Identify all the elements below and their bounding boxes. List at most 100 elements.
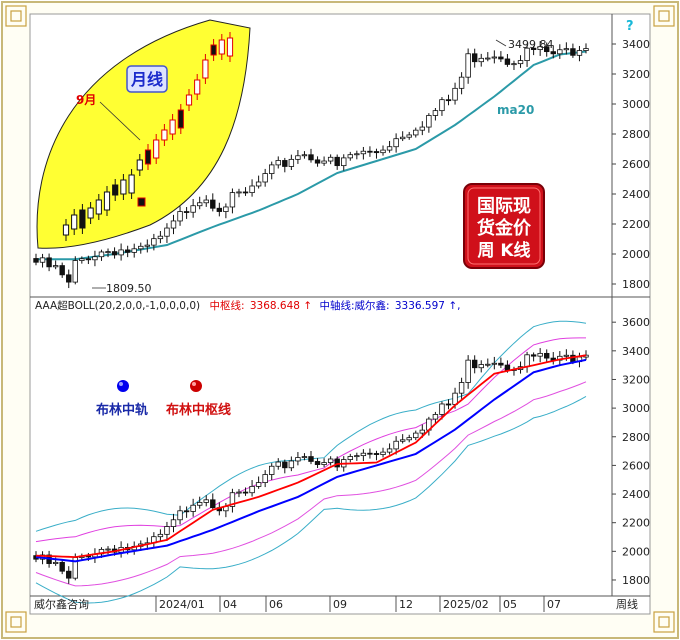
boll-candle	[419, 429, 426, 434]
weekly-candle	[236, 191, 242, 194]
weekly-candle	[341, 157, 347, 167]
lower-axis-tick-label: 3200	[622, 373, 650, 386]
inset-candle	[112, 184, 119, 196]
boll-candle	[52, 561, 59, 564]
boll-candle	[386, 448, 393, 453]
inset-candle	[144, 149, 152, 165]
mid-pivot-line	[35, 354, 587, 559]
time-tick-label: 07	[547, 598, 561, 611]
weekly-candle	[399, 136, 406, 140]
stamp-line-1: 国际现	[477, 196, 531, 217]
boll-candle	[203, 499, 209, 503]
weekly-candle	[478, 57, 484, 63]
upper-inner-band	[35, 337, 586, 543]
weekly-candle	[46, 257, 52, 268]
weekly-candle	[282, 160, 288, 167]
legend-mid-pivot-label: 布林中枢线	[166, 402, 231, 418]
weekly-candle	[275, 160, 281, 166]
weekly-candle	[269, 164, 275, 174]
weekly-candle	[321, 160, 327, 164]
weekly-candle	[334, 156, 340, 167]
inset-candle	[128, 174, 135, 194]
inset-marker	[137, 197, 146, 207]
weekly-candle	[563, 48, 570, 51]
mid-pivot-value: 3368.648	[250, 300, 300, 312]
weekly-candle	[203, 199, 209, 204]
lower-axis-tick-label: 2000	[622, 545, 650, 558]
inset-candle	[169, 119, 176, 135]
boll-candle	[432, 414, 439, 420]
weekly-candle	[164, 227, 170, 237]
inset-candle	[177, 109, 184, 129]
boll-candle	[524, 354, 530, 368]
time-tick-label: 06	[269, 598, 283, 611]
upper-axis-tick-label: 3400	[622, 38, 650, 51]
upper-axis-tick-label: 2800	[622, 128, 650, 141]
inset-candle	[153, 139, 160, 159]
upper-axis-tick-label: 2200	[622, 218, 650, 231]
inset-candle	[103, 191, 111, 211]
inset-candle	[136, 159, 143, 171]
time-axis: 2024/01 04 06 09 12 2025/02 05 07	[155, 596, 561, 612]
inset-candle	[226, 37, 234, 57]
weekly-candle	[537, 46, 543, 50]
weekly-candle	[157, 235, 164, 240]
boll-candle	[295, 457, 301, 462]
boll-candle	[183, 510, 190, 513]
indicator-name: AAA超BOLL(20,2,0,0,-1,0,0,0,0)	[35, 299, 200, 312]
weekly-candle	[504, 58, 511, 65]
weekly-candle	[406, 134, 412, 138]
boll-candle	[229, 492, 236, 507]
weekly-candle	[465, 53, 471, 78]
help-icon[interactable]: ?	[626, 19, 634, 34]
boll-candle	[314, 461, 321, 465]
max-leader	[495, 39, 507, 47]
boll-candle	[301, 456, 308, 458]
weekly-candle	[151, 238, 157, 246]
upper-price-axis: 1800 2000 2200 2400 2600 2800 3000 3200 3400	[612, 38, 650, 291]
weekly-candle	[491, 56, 498, 59]
weekly-candle	[354, 153, 360, 156]
inset-candle	[194, 79, 201, 95]
weekly-candle	[79, 258, 85, 261]
time-tick-label: 12	[399, 598, 413, 611]
boll-candle	[282, 461, 288, 469]
boll-candle	[164, 526, 170, 535]
inset-candle	[79, 209, 86, 229]
inset-candle	[87, 207, 94, 219]
weekly-candle	[111, 251, 118, 256]
weekly-candle	[445, 99, 452, 102]
stamp-line-2: 货金价	[477, 217, 532, 239]
upper-axis-tick-label: 2000	[622, 248, 650, 261]
boll-candle	[170, 519, 177, 527]
inset-candle	[202, 59, 209, 79]
weekly-candle	[170, 220, 177, 229]
weekly-candle	[105, 251, 111, 253]
weekly-candle	[413, 129, 419, 136]
boll-candle	[445, 403, 452, 406]
boll-candle	[406, 437, 412, 441]
boll-candle	[334, 458, 340, 468]
boll-candle	[439, 403, 445, 415]
weekly-candle	[183, 211, 190, 213]
source-label: 威尔鑫咨询	[34, 597, 89, 611]
weekly-candle	[439, 99, 445, 112]
upper-axis-tick-label: 1800	[622, 278, 650, 291]
weekly-candle	[393, 138, 399, 148]
upper-axis-tick-label: 2600	[622, 158, 650, 171]
weekly-candle	[301, 154, 308, 157]
boll-candle	[262, 474, 268, 483]
period-label: 周线	[616, 597, 638, 611]
lower-inner-band	[35, 381, 587, 587]
legend-mid-rail-dot	[117, 380, 129, 392]
weekly-candle	[92, 256, 98, 261]
weekly-candle	[52, 265, 59, 268]
upper-axis-tick-label: 3200	[622, 68, 650, 81]
weekly-candle	[373, 151, 380, 154]
boll-candle	[478, 364, 484, 369]
stamp-box	[463, 183, 545, 269]
boll-candle	[308, 456, 314, 462]
mid-pivot-label: 中枢线:	[209, 299, 244, 312]
weekly-candle	[367, 150, 373, 153]
